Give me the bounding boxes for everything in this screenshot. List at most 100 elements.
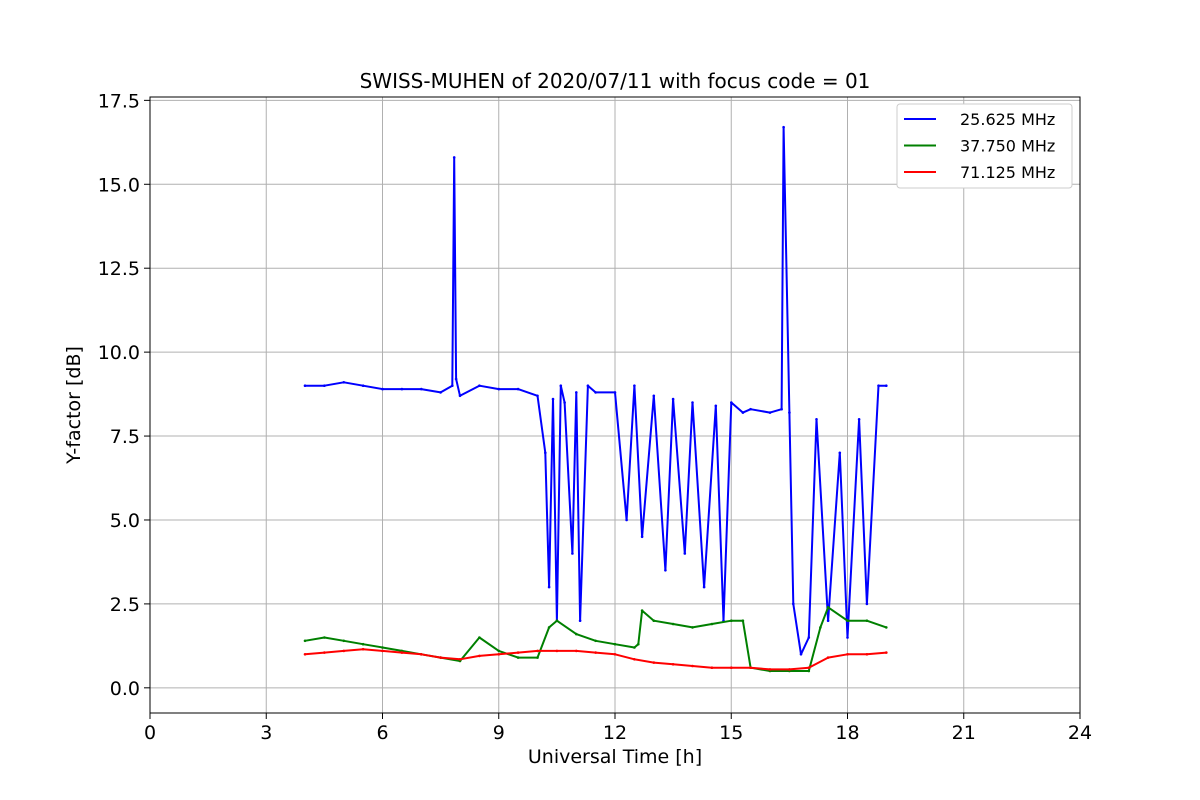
data-point [730, 666, 733, 669]
data-point [865, 619, 869, 622]
data-point [454, 377, 458, 381]
data-point [497, 387, 501, 391]
y-tick-label: 12.5 [98, 258, 140, 280]
x-tick-label: 15 [719, 722, 743, 744]
data-point [516, 656, 520, 659]
data-point [613, 391, 617, 394]
data-point [815, 418, 818, 421]
data-point [400, 387, 404, 391]
data-point [594, 639, 597, 643]
data-point [749, 666, 752, 669]
data-point [640, 535, 644, 539]
data-point [547, 626, 551, 629]
data-point [342, 381, 346, 384]
data-point [652, 661, 656, 664]
data-point [865, 602, 869, 606]
data-point [559, 384, 563, 388]
data-point [575, 649, 578, 653]
x-tick-label: 18 [835, 722, 859, 744]
data-point [400, 651, 404, 654]
data-point [342, 639, 346, 643]
data-point [799, 653, 803, 656]
data-point [497, 649, 501, 653]
data-point [547, 585, 551, 589]
data-point [439, 656, 442, 659]
data-point [497, 653, 501, 656]
data-point [749, 407, 752, 411]
data-point [671, 397, 675, 401]
x-tick-label: 9 [493, 722, 505, 744]
y-axis-title: Y-factor [dB] [63, 346, 85, 465]
data-point [536, 656, 539, 659]
legend: 25.625 MHz 37.750 MHz 71.125 MHz [896, 103, 1073, 189]
data-point [458, 658, 462, 661]
data-point [782, 125, 785, 129]
data-point [594, 391, 597, 394]
data-point [807, 666, 811, 669]
data-point [575, 391, 578, 394]
data-point [451, 384, 454, 388]
y-tick-label: 0.0 [110, 678, 140, 700]
data-point [478, 636, 481, 639]
data-point [361, 642, 365, 646]
data-point [381, 649, 384, 653]
x-tick-label: 6 [376, 722, 388, 744]
y-tick-label: 17.5 [98, 90, 140, 112]
data-point [691, 401, 694, 404]
data-point [792, 602, 795, 606]
data-point [571, 552, 574, 555]
data-point [536, 649, 539, 653]
data-point [544, 451, 547, 455]
x-axis-title: Universal Time [h] [528, 746, 702, 768]
data-point [637, 642, 640, 646]
data-point [846, 619, 849, 622]
y-tick-label: 10.0 [98, 342, 140, 364]
ticks: 0 3 6 9 12 15 18 21 24 0.0 2.5 5.0 7.5 10.0 12.5 15.0 17… [98, 90, 1092, 744]
data-point [714, 404, 718, 408]
data-point [381, 387, 384, 391]
data-point [613, 653, 617, 656]
data-point [664, 569, 667, 572]
data-point [613, 642, 617, 646]
data-point [563, 401, 566, 404]
legend-label-2: 37.750 MHz [960, 137, 1055, 156]
data-point [807, 669, 811, 673]
data-point [420, 387, 423, 391]
data-point [625, 518, 628, 522]
data-point [885, 626, 888, 629]
data-point [551, 397, 555, 401]
data-point [730, 401, 733, 404]
data-point [885, 651, 888, 654]
data-point [458, 394, 462, 398]
data-point [846, 653, 849, 656]
x-tick-label: 12 [603, 722, 627, 744]
data-point [303, 639, 307, 643]
data-point [838, 451, 842, 455]
data-point [652, 394, 656, 398]
data-point [788, 411, 791, 414]
data-point [885, 384, 888, 388]
data-point [857, 418, 861, 421]
data-point [865, 653, 869, 656]
data-point [594, 651, 597, 654]
data-point [807, 636, 811, 639]
legend-label-1: 25.625 MHz [960, 110, 1055, 129]
data-point [702, 585, 706, 589]
data-point [826, 656, 830, 659]
data-point [342, 649, 346, 653]
data-point [846, 636, 849, 639]
data-point [652, 619, 656, 622]
data-point [303, 384, 307, 388]
data-point [361, 384, 365, 388]
data-point [303, 653, 307, 656]
data-point [633, 646, 636, 649]
data-point [633, 384, 636, 388]
x-tick-label: 3 [260, 722, 272, 744]
data-point [730, 619, 733, 622]
data-point [381, 646, 384, 649]
data-point [741, 619, 745, 622]
legend-box [896, 103, 1073, 189]
data-point [741, 411, 745, 414]
data-point [710, 666, 714, 669]
